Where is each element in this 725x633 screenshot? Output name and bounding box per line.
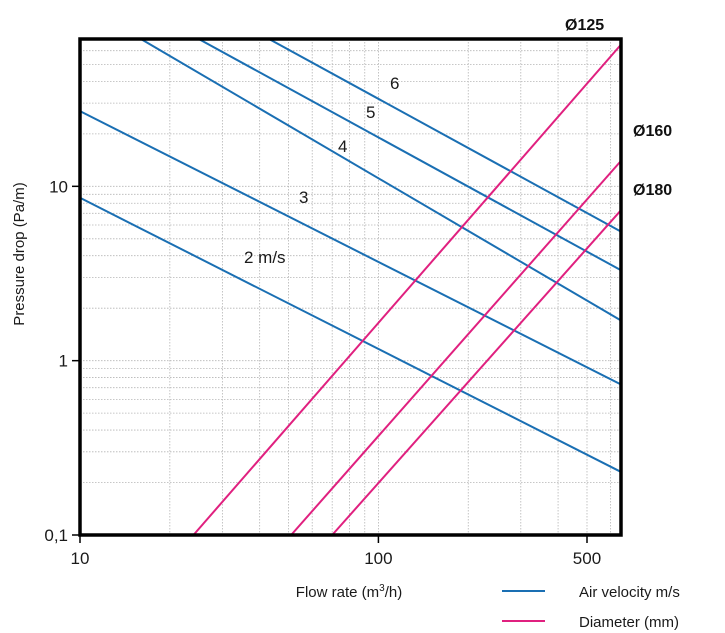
x-axis-label: Flow rate (m3/h)	[296, 583, 402, 601]
velocity-line	[79, 110, 622, 386]
diameter-line	[331, 209, 622, 536]
velocity-line-label: 6	[390, 74, 399, 93]
x-tick-label: 100	[364, 549, 392, 568]
velocity-line-label: 5	[366, 103, 375, 122]
legend: Air velocity m/s Diameter (mm)	[502, 584, 680, 631]
y-tick-label: 10	[49, 177, 68, 196]
velocity-line	[198, 38, 622, 272]
velocity-lines	[79, 38, 622, 473]
diameter-line-label: Ø125	[565, 17, 604, 34]
grid-lines	[80, 39, 621, 535]
y-tick-label: 0,1	[44, 526, 68, 545]
diameter-line	[192, 43, 622, 536]
velocity-line-label: 4	[338, 137, 347, 156]
y-axis-label: Pressure drop (Pa/m)	[11, 182, 28, 325]
tick-labels: 10 100 500 0,1 1 10	[44, 177, 601, 568]
diameter-lines	[192, 43, 622, 536]
diameter-line-label: Ø160	[633, 123, 672, 140]
velocity-line	[79, 196, 622, 473]
velocity-line-label: 2 m/s	[244, 248, 286, 267]
velocity-line	[140, 38, 622, 322]
x-tick-label: 10	[71, 549, 90, 568]
series-labels: 2 m/s 3 456 Ø125 Ø160 Ø180	[244, 17, 672, 267]
legend-diameter-label: Diameter (mm)	[579, 614, 679, 631]
legend-velocity-label: Air velocity m/s	[579, 584, 680, 601]
y-tick-label: 1	[59, 352, 68, 371]
diameter-line	[290, 160, 622, 536]
velocity-line	[268, 38, 622, 233]
velocity-line-label: 3	[299, 188, 308, 207]
diameter-line-label: Ø180	[633, 182, 672, 199]
x-tick-label: 500	[573, 549, 601, 568]
plot-frame	[78, 37, 623, 537]
